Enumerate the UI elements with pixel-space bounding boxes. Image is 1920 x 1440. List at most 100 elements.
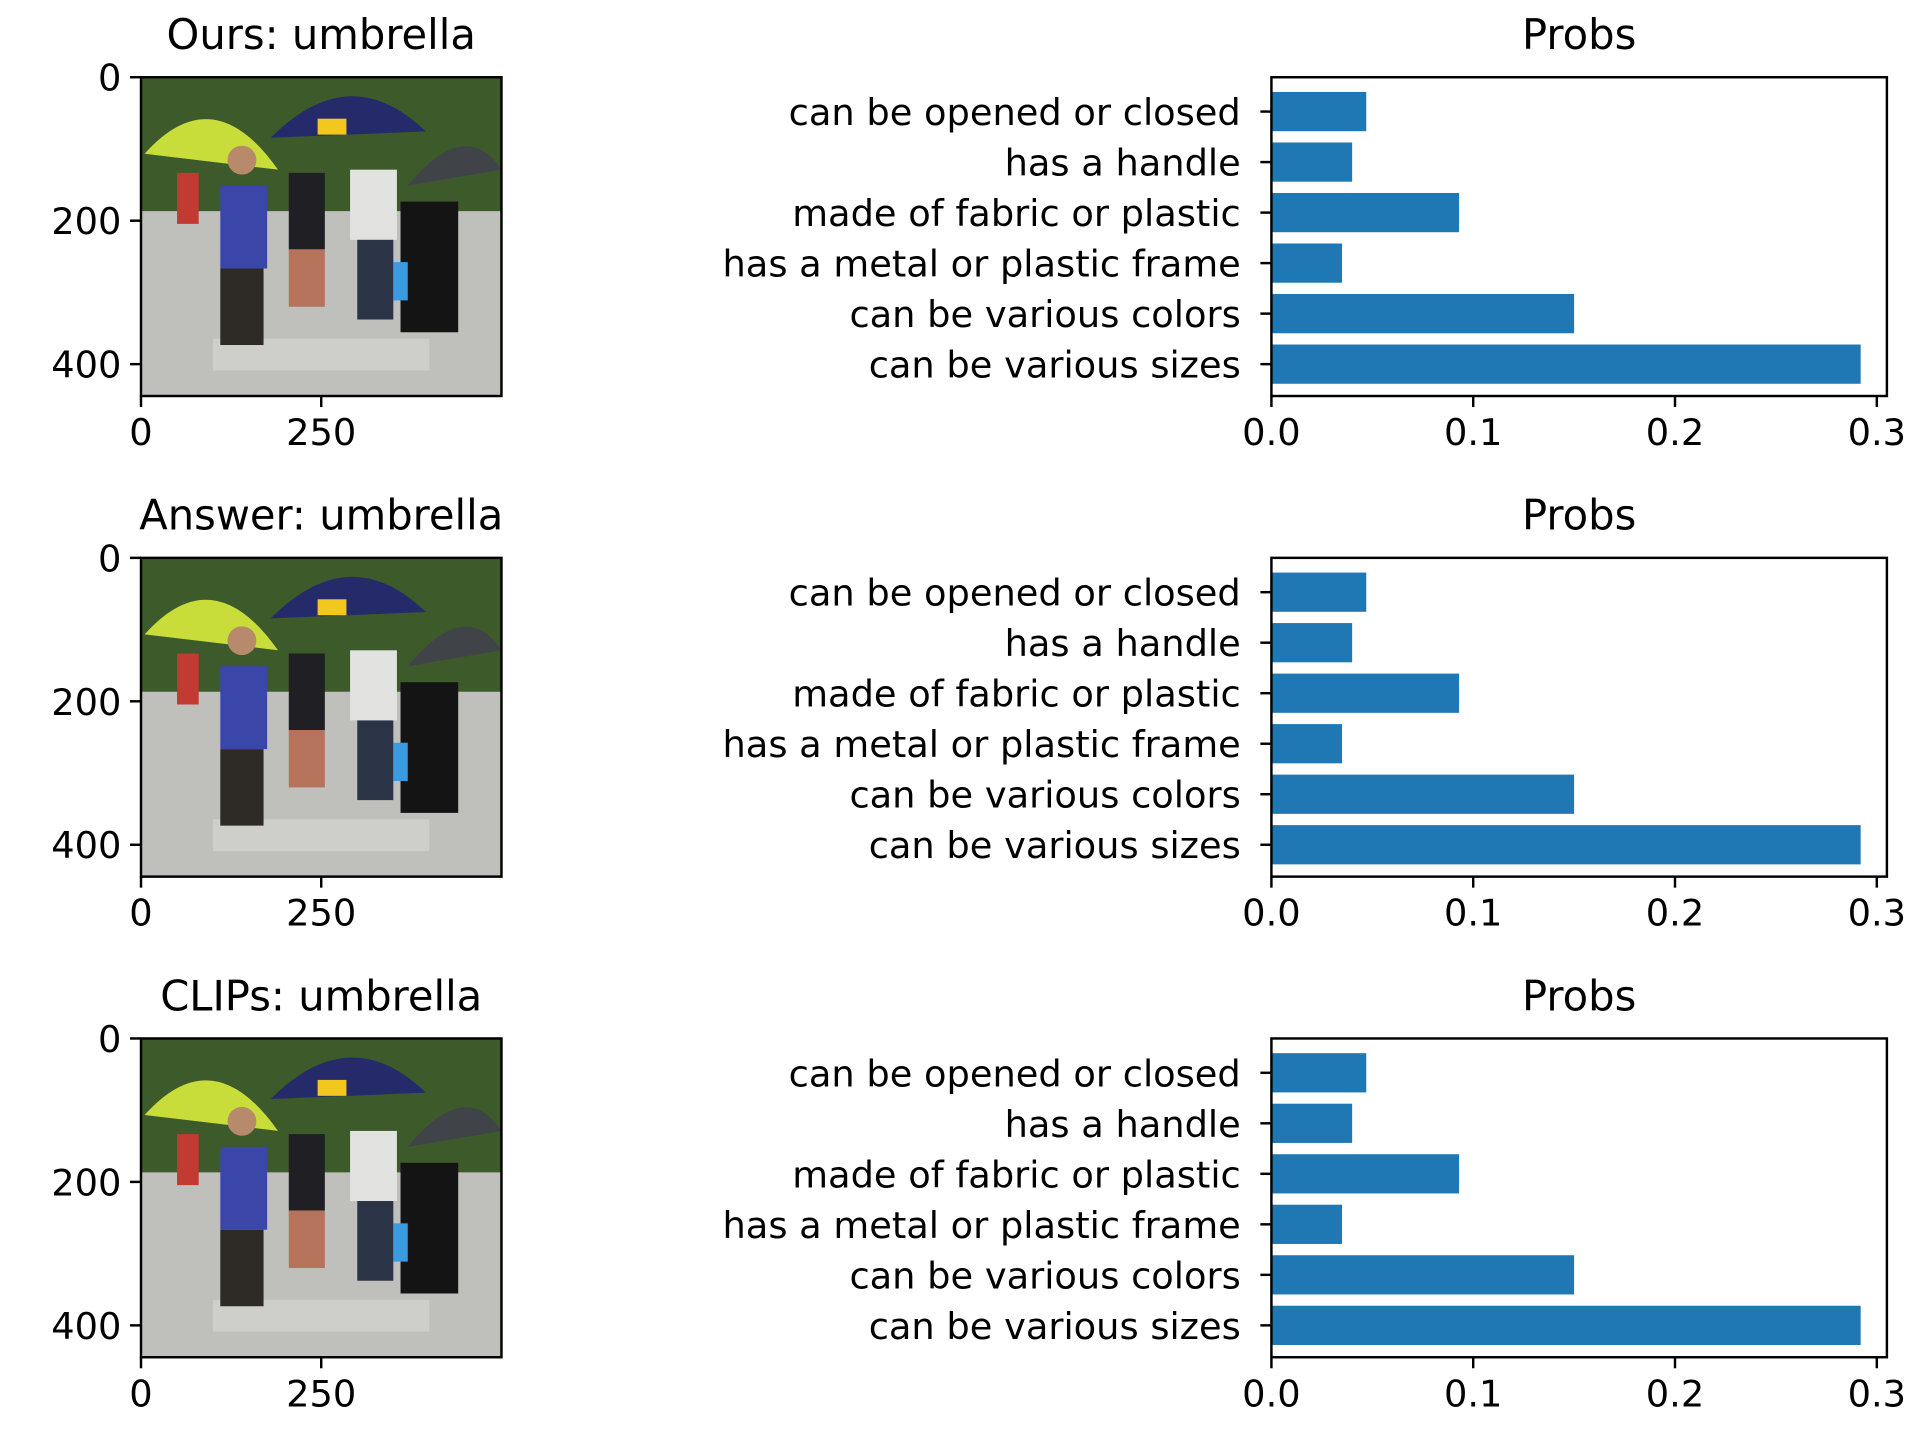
category-label: can be various colors — [849, 293, 1240, 336]
image-y-tick-label: 0 — [98, 537, 121, 580]
bar — [1271, 774, 1575, 814]
bar-chart-title: Probs — [1522, 491, 1636, 540]
photo-person-shorts — [220, 1229, 264, 1307]
image-y-tick-label: 400 — [51, 344, 121, 387]
category-label: made of fabric or plastic — [792, 1153, 1241, 1196]
bar — [1271, 344, 1861, 384]
x-tick-label: 0.2 — [1646, 892, 1704, 935]
photo-navy-umbrella — [270, 576, 426, 619]
category-label: made of fabric or plastic — [792, 673, 1241, 716]
x-tick-label: 0.3 — [1848, 892, 1906, 935]
category-label: can be opened or closed — [789, 1052, 1241, 1095]
bar-chart-frame — [1270, 76, 1889, 398]
photo-person-head — [227, 145, 257, 175]
photo-person-blue-shirt — [220, 1146, 268, 1230]
x-tick-label: 0.2 — [1646, 411, 1704, 454]
x-tick-label: 0.3 — [1848, 411, 1906, 454]
photo-person-jeans — [357, 239, 394, 320]
photo-person-blue-shirt — [220, 666, 268, 750]
photo-person-floral-skirt — [288, 249, 325, 307]
bar — [1271, 825, 1861, 865]
bar — [1271, 192, 1460, 233]
image-y-tick-label: 0 — [98, 57, 121, 100]
photo-person-jeans — [357, 720, 394, 801]
category-label: has a handle — [1005, 1103, 1241, 1146]
photo-grey-umbrella — [407, 626, 502, 667]
category-label: can be various colors — [849, 774, 1240, 817]
bar — [1271, 572, 1367, 612]
image-x-tick-label: 0 — [129, 1372, 152, 1415]
category-label: can be opened or closed — [789, 572, 1241, 615]
image-y-tick-label: 200 — [51, 1161, 121, 1204]
photo-person-white-shirt — [350, 1130, 397, 1202]
image-panel-title: Ours: umbrella — [167, 10, 476, 59]
image-x-tick-label: 0 — [129, 892, 152, 935]
photo-person-head — [227, 626, 257, 656]
x-tick-label: 0.1 — [1444, 411, 1502, 454]
photo-person-floral-skirt — [288, 1210, 325, 1268]
image-x-tick-label: 0 — [129, 411, 152, 454]
category-label: can be various colors — [849, 1254, 1240, 1297]
photo-person-black-top — [288, 172, 325, 250]
photo-person-white-shirt — [350, 169, 397, 240]
bar — [1271, 673, 1460, 713]
photo-person-black-dress — [400, 682, 459, 813]
bar — [1271, 1053, 1367, 1093]
bar — [1271, 724, 1343, 764]
bar — [1271, 1255, 1575, 1295]
bar — [1271, 1204, 1343, 1244]
bar-chart-frame — [1270, 556, 1889, 878]
photo-umbrella-panel — [317, 1079, 347, 1096]
photo-navy-umbrella — [270, 1057, 426, 1100]
photo-person-black-top — [288, 1134, 325, 1211]
category-label: has a handle — [1005, 622, 1241, 665]
photo-person-black-dress — [400, 201, 459, 333]
bar — [1271, 142, 1353, 182]
image-y-tick-label: 200 — [51, 681, 121, 724]
x-tick-label: 0.1 — [1444, 1372, 1502, 1415]
image-x-tick-label: 250 — [286, 1372, 356, 1415]
photo-grey-umbrella — [407, 1107, 502, 1147]
x-tick-label: 0.0 — [1242, 411, 1300, 454]
category-label: can be various sizes — [869, 344, 1241, 387]
photo-person-shorts — [220, 749, 264, 826]
image-panel-title: Answer: umbrella — [139, 491, 503, 540]
x-tick-label: 0.0 — [1242, 1372, 1300, 1415]
photo-person-red — [177, 653, 199, 705]
bar — [1271, 294, 1575, 334]
category-label: can be various sizes — [869, 1305, 1241, 1348]
x-tick-label: 0.0 — [1242, 892, 1300, 935]
photo-person-floral-skirt — [288, 729, 325, 788]
image-y-tick-label: 0 — [98, 1018, 121, 1061]
photo-blue-bag — [393, 1223, 408, 1262]
bar-chart: Probs can be opened or closed has a handle… — [723, 491, 1907, 935]
bar — [1271, 243, 1343, 283]
photo-person-shorts — [220, 268, 264, 346]
image-x-tick-label: 250 — [286, 411, 356, 454]
bar — [1271, 1154, 1460, 1194]
photo-umbrella-panel — [317, 599, 347, 616]
bar — [1271, 623, 1353, 663]
category-label: has a handle — [1005, 142, 1241, 185]
photo-blue-bag — [393, 262, 408, 301]
category-label: has a metal or plastic frame — [723, 243, 1241, 286]
image-y-tick-label: 400 — [51, 824, 121, 867]
x-tick-label: 0.1 — [1444, 892, 1502, 935]
photo-person-white-shirt — [350, 650, 397, 721]
photo-blue-bag — [393, 742, 408, 781]
photo-person-jeans — [357, 1201, 394, 1281]
bar-chart-title: Probs — [1522, 10, 1636, 59]
x-tick-label: 0.2 — [1646, 1372, 1704, 1415]
bar — [1271, 91, 1367, 132]
photo-person-red — [177, 172, 199, 224]
image-y-tick-label: 200 — [51, 200, 121, 243]
category-label: has a metal or plastic frame — [723, 1204, 1241, 1247]
photo-umbrella-panel — [317, 118, 347, 135]
